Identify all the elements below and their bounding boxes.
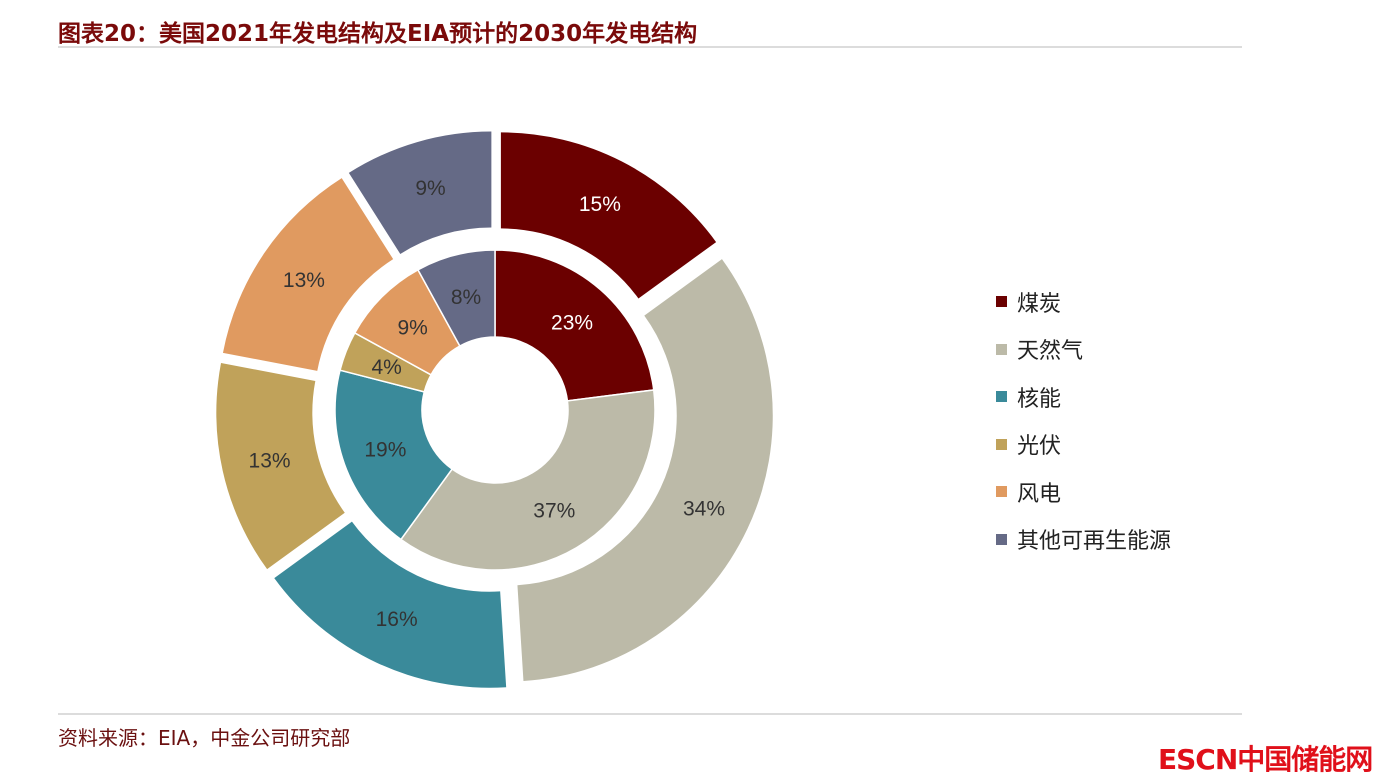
legend-label: 煤炭	[1017, 291, 1062, 317]
legend-item: 煤炭	[996, 278, 1171, 326]
legend-label: 其他可再生能源	[1017, 529, 1172, 555]
legend-item: 光伏	[996, 421, 1171, 469]
outer-slice-label-4: 13%	[283, 269, 325, 292]
outer-slice-label-0: 15%	[579, 193, 621, 216]
legend-label: 核能	[1017, 386, 1062, 412]
inner-slice-5	[416, 249, 496, 348]
outer-slice-4	[222, 178, 394, 371]
inner-slice-label-0: 23%	[551, 312, 593, 335]
legend-label: 天然气	[1017, 339, 1084, 365]
chart-title: 图表20：美国2021年发电结构及EIA预计的2030年发电结构	[58, 21, 698, 47]
legend-item: 核能	[996, 373, 1171, 421]
inner-slice-label-1: 37%	[533, 499, 575, 522]
inner-slice-1	[399, 389, 656, 571]
legend-swatch	[996, 296, 1007, 308]
inner-slice-label-4: 9%	[397, 317, 427, 340]
inner-slice-0	[494, 249, 655, 402]
inner-slice-label-2: 19%	[364, 438, 406, 461]
source-note: 资料来源：EIA，中金公司研究部	[58, 726, 351, 750]
watermark-logo: ESCN中国储能网	[1158, 743, 1373, 776]
legend-item: 其他可再生能源	[996, 516, 1171, 564]
inner-slice-label-3: 4%	[372, 356, 402, 379]
legend-label: 风电	[1017, 481, 1062, 507]
inner-slice-2	[334, 369, 454, 541]
outer-slice-0	[500, 132, 717, 299]
legend-swatch	[996, 533, 1007, 545]
outer-slice-3	[216, 362, 345, 570]
outer-slice-5	[348, 131, 492, 254]
outer-slice-1	[517, 259, 773, 682]
outer-slice-label-5: 9%	[415, 177, 445, 200]
outer-slice-label-1: 34%	[683, 497, 725, 520]
legend-swatch	[996, 486, 1007, 498]
legend-swatch	[996, 391, 1007, 403]
legend-item: 天然气	[996, 326, 1171, 374]
inner-slice-label-5: 8%	[451, 286, 481, 309]
legend-swatch	[996, 343, 1007, 355]
legend: 煤炭天然气核能光伏风电其他可再生能源	[996, 278, 1171, 563]
legend-label: 光伏	[1017, 434, 1062, 460]
outer-slice-label-3: 13%	[249, 449, 291, 472]
outer-slice-2	[274, 521, 507, 688]
outer-slice-label-2: 16%	[376, 608, 418, 631]
legend-item: 风电	[996, 468, 1171, 516]
title-divider	[58, 46, 1242, 48]
legend-swatch	[996, 438, 1007, 450]
footer-divider	[58, 713, 1242, 715]
